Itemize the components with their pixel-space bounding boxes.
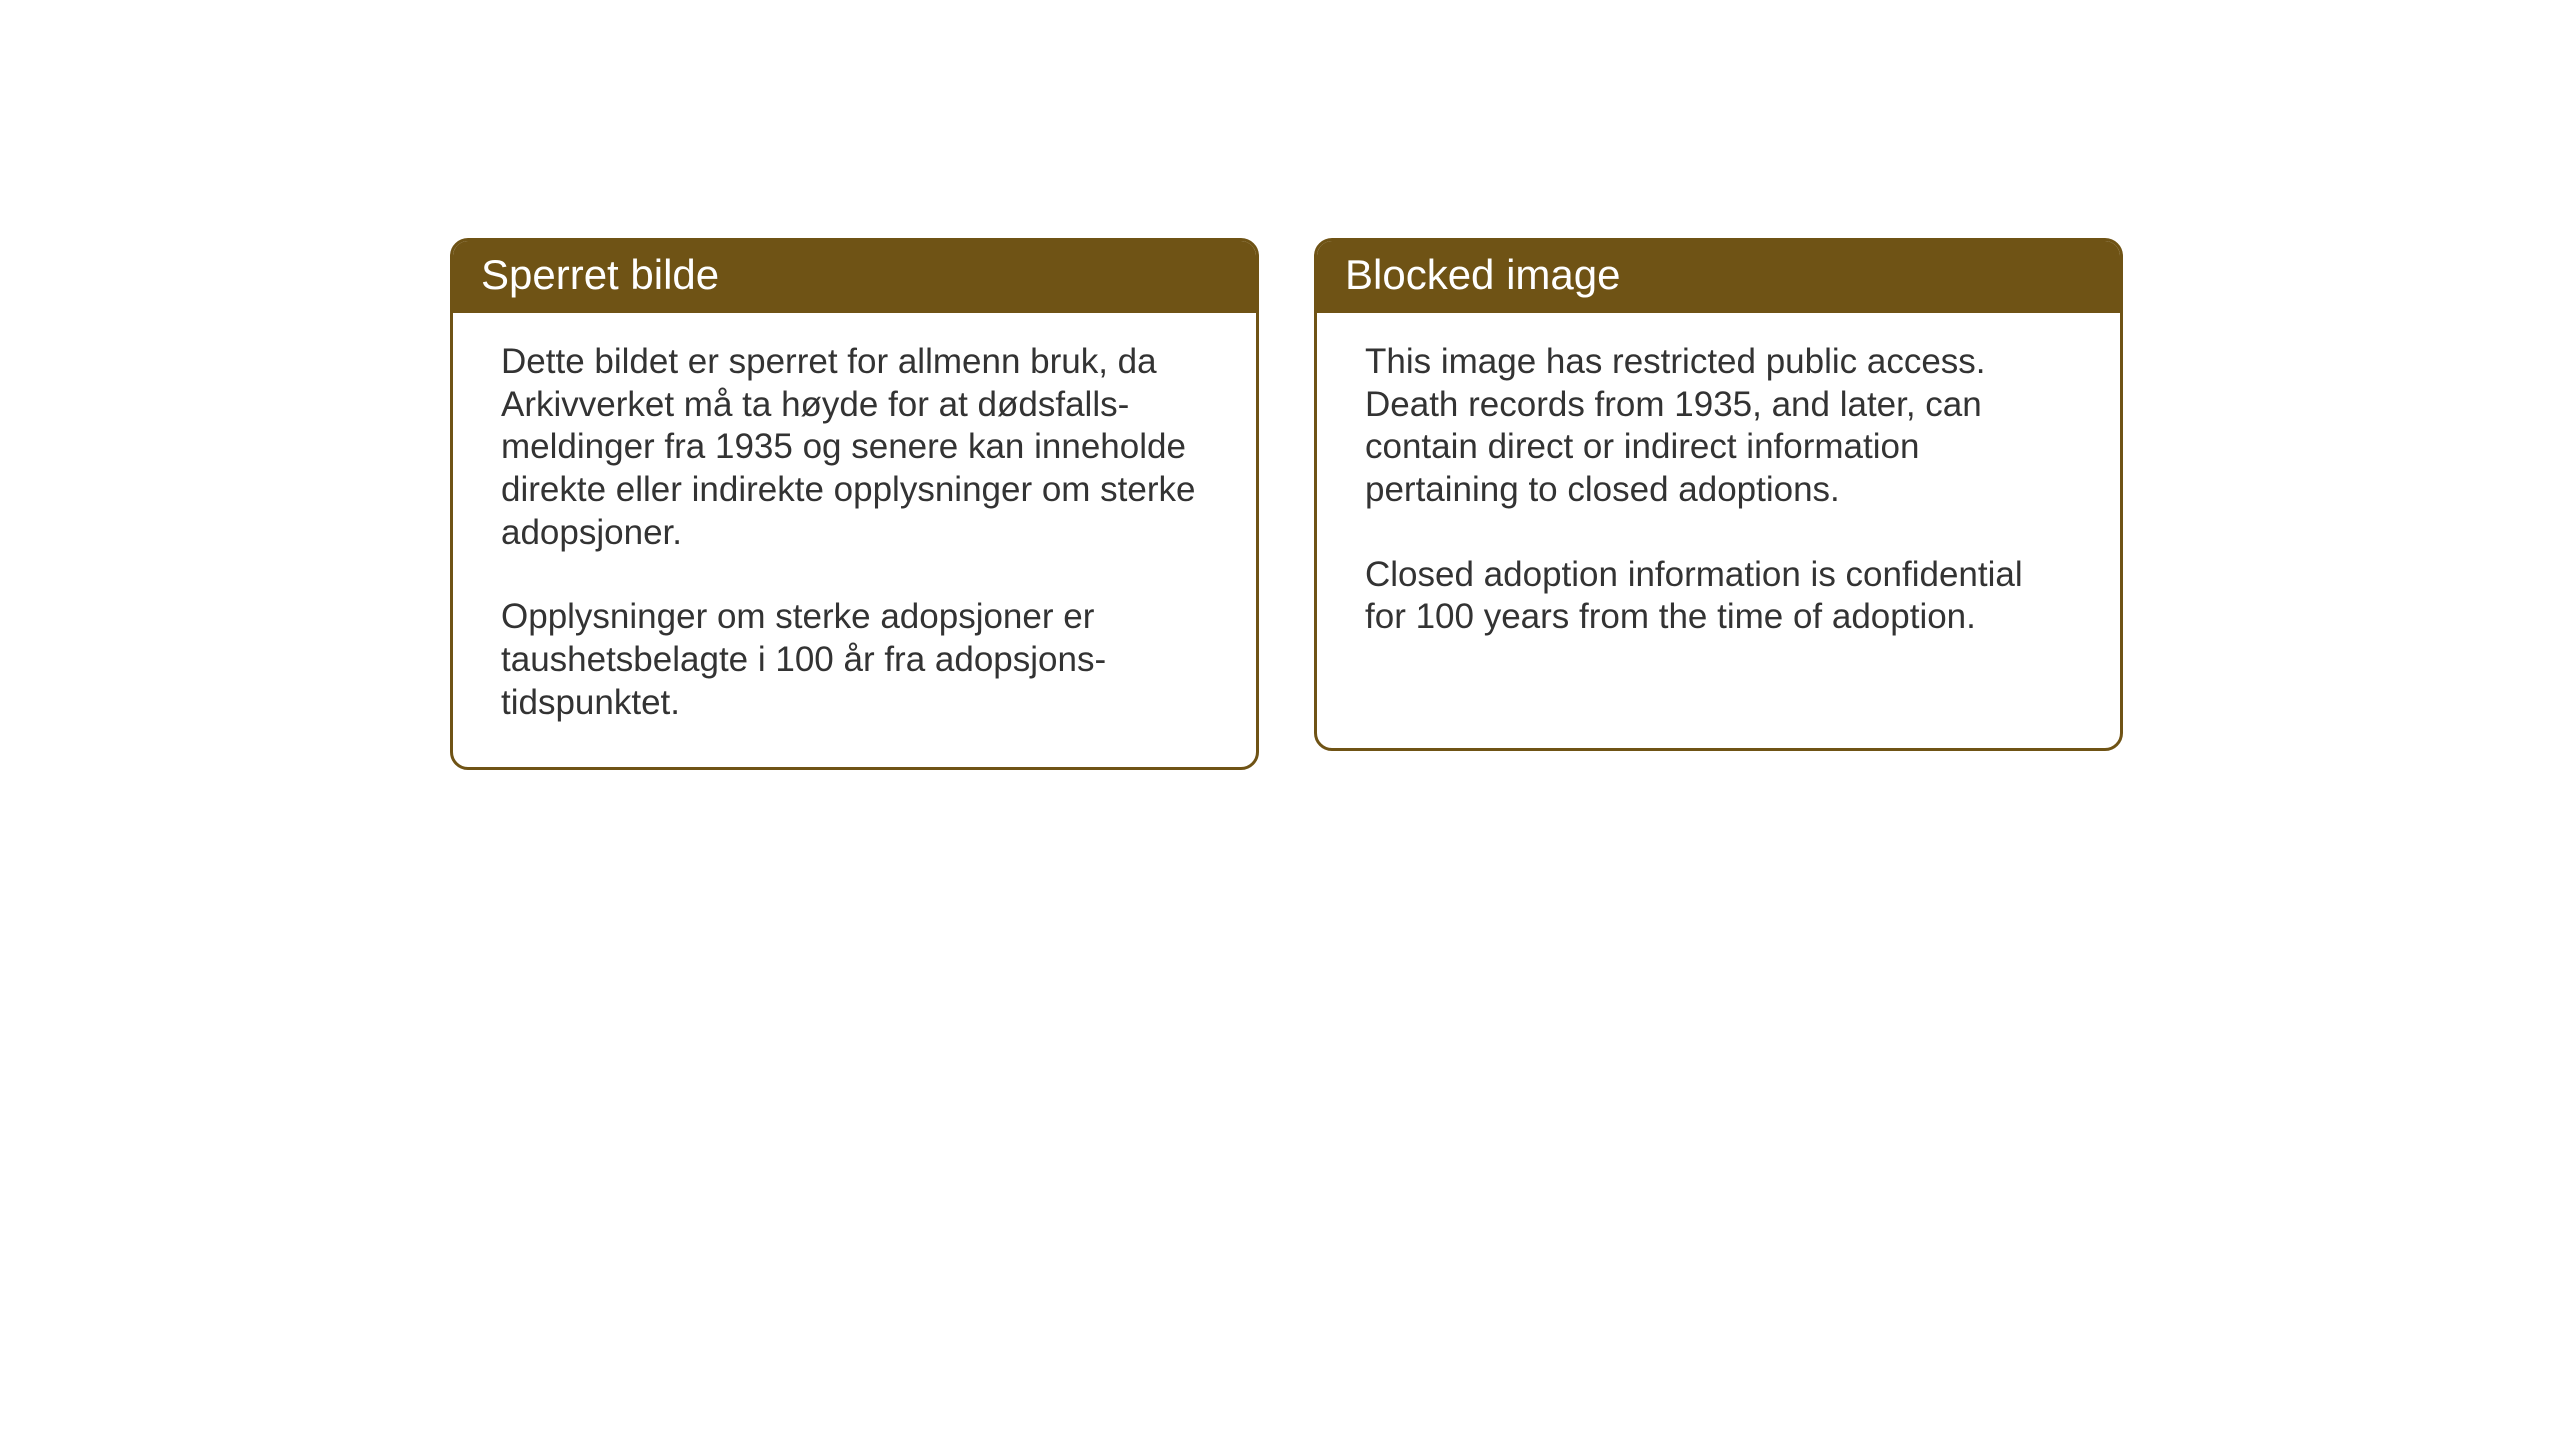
panel-paragraph-1-english: This image has restricted public access.… xyxy=(1365,341,2072,512)
panel-title-english: Blocked image xyxy=(1345,251,1620,298)
panel-paragraph-2-english: Closed adoption information is confident… xyxy=(1365,554,2072,639)
panel-paragraph-2-norwegian: Opplysninger om sterke adopsjoner er tau… xyxy=(501,596,1208,724)
panel-body-norwegian: Dette bildet er sperret for allmenn bruk… xyxy=(453,313,1256,767)
panel-header-norwegian: Sperret bilde xyxy=(453,241,1256,313)
panel-body-english: This image has restricted public access.… xyxy=(1317,313,2120,681)
panel-norwegian: Sperret bilde Dette bildet er sperret fo… xyxy=(450,238,1259,770)
panel-title-norwegian: Sperret bilde xyxy=(481,251,719,298)
panel-paragraph-1-norwegian: Dette bildet er sperret for allmenn bruk… xyxy=(501,341,1208,554)
panel-header-english: Blocked image xyxy=(1317,241,2120,313)
panels-container: Sperret bilde Dette bildet er sperret fo… xyxy=(450,238,2560,770)
panel-english: Blocked image This image has restricted … xyxy=(1314,238,2123,751)
